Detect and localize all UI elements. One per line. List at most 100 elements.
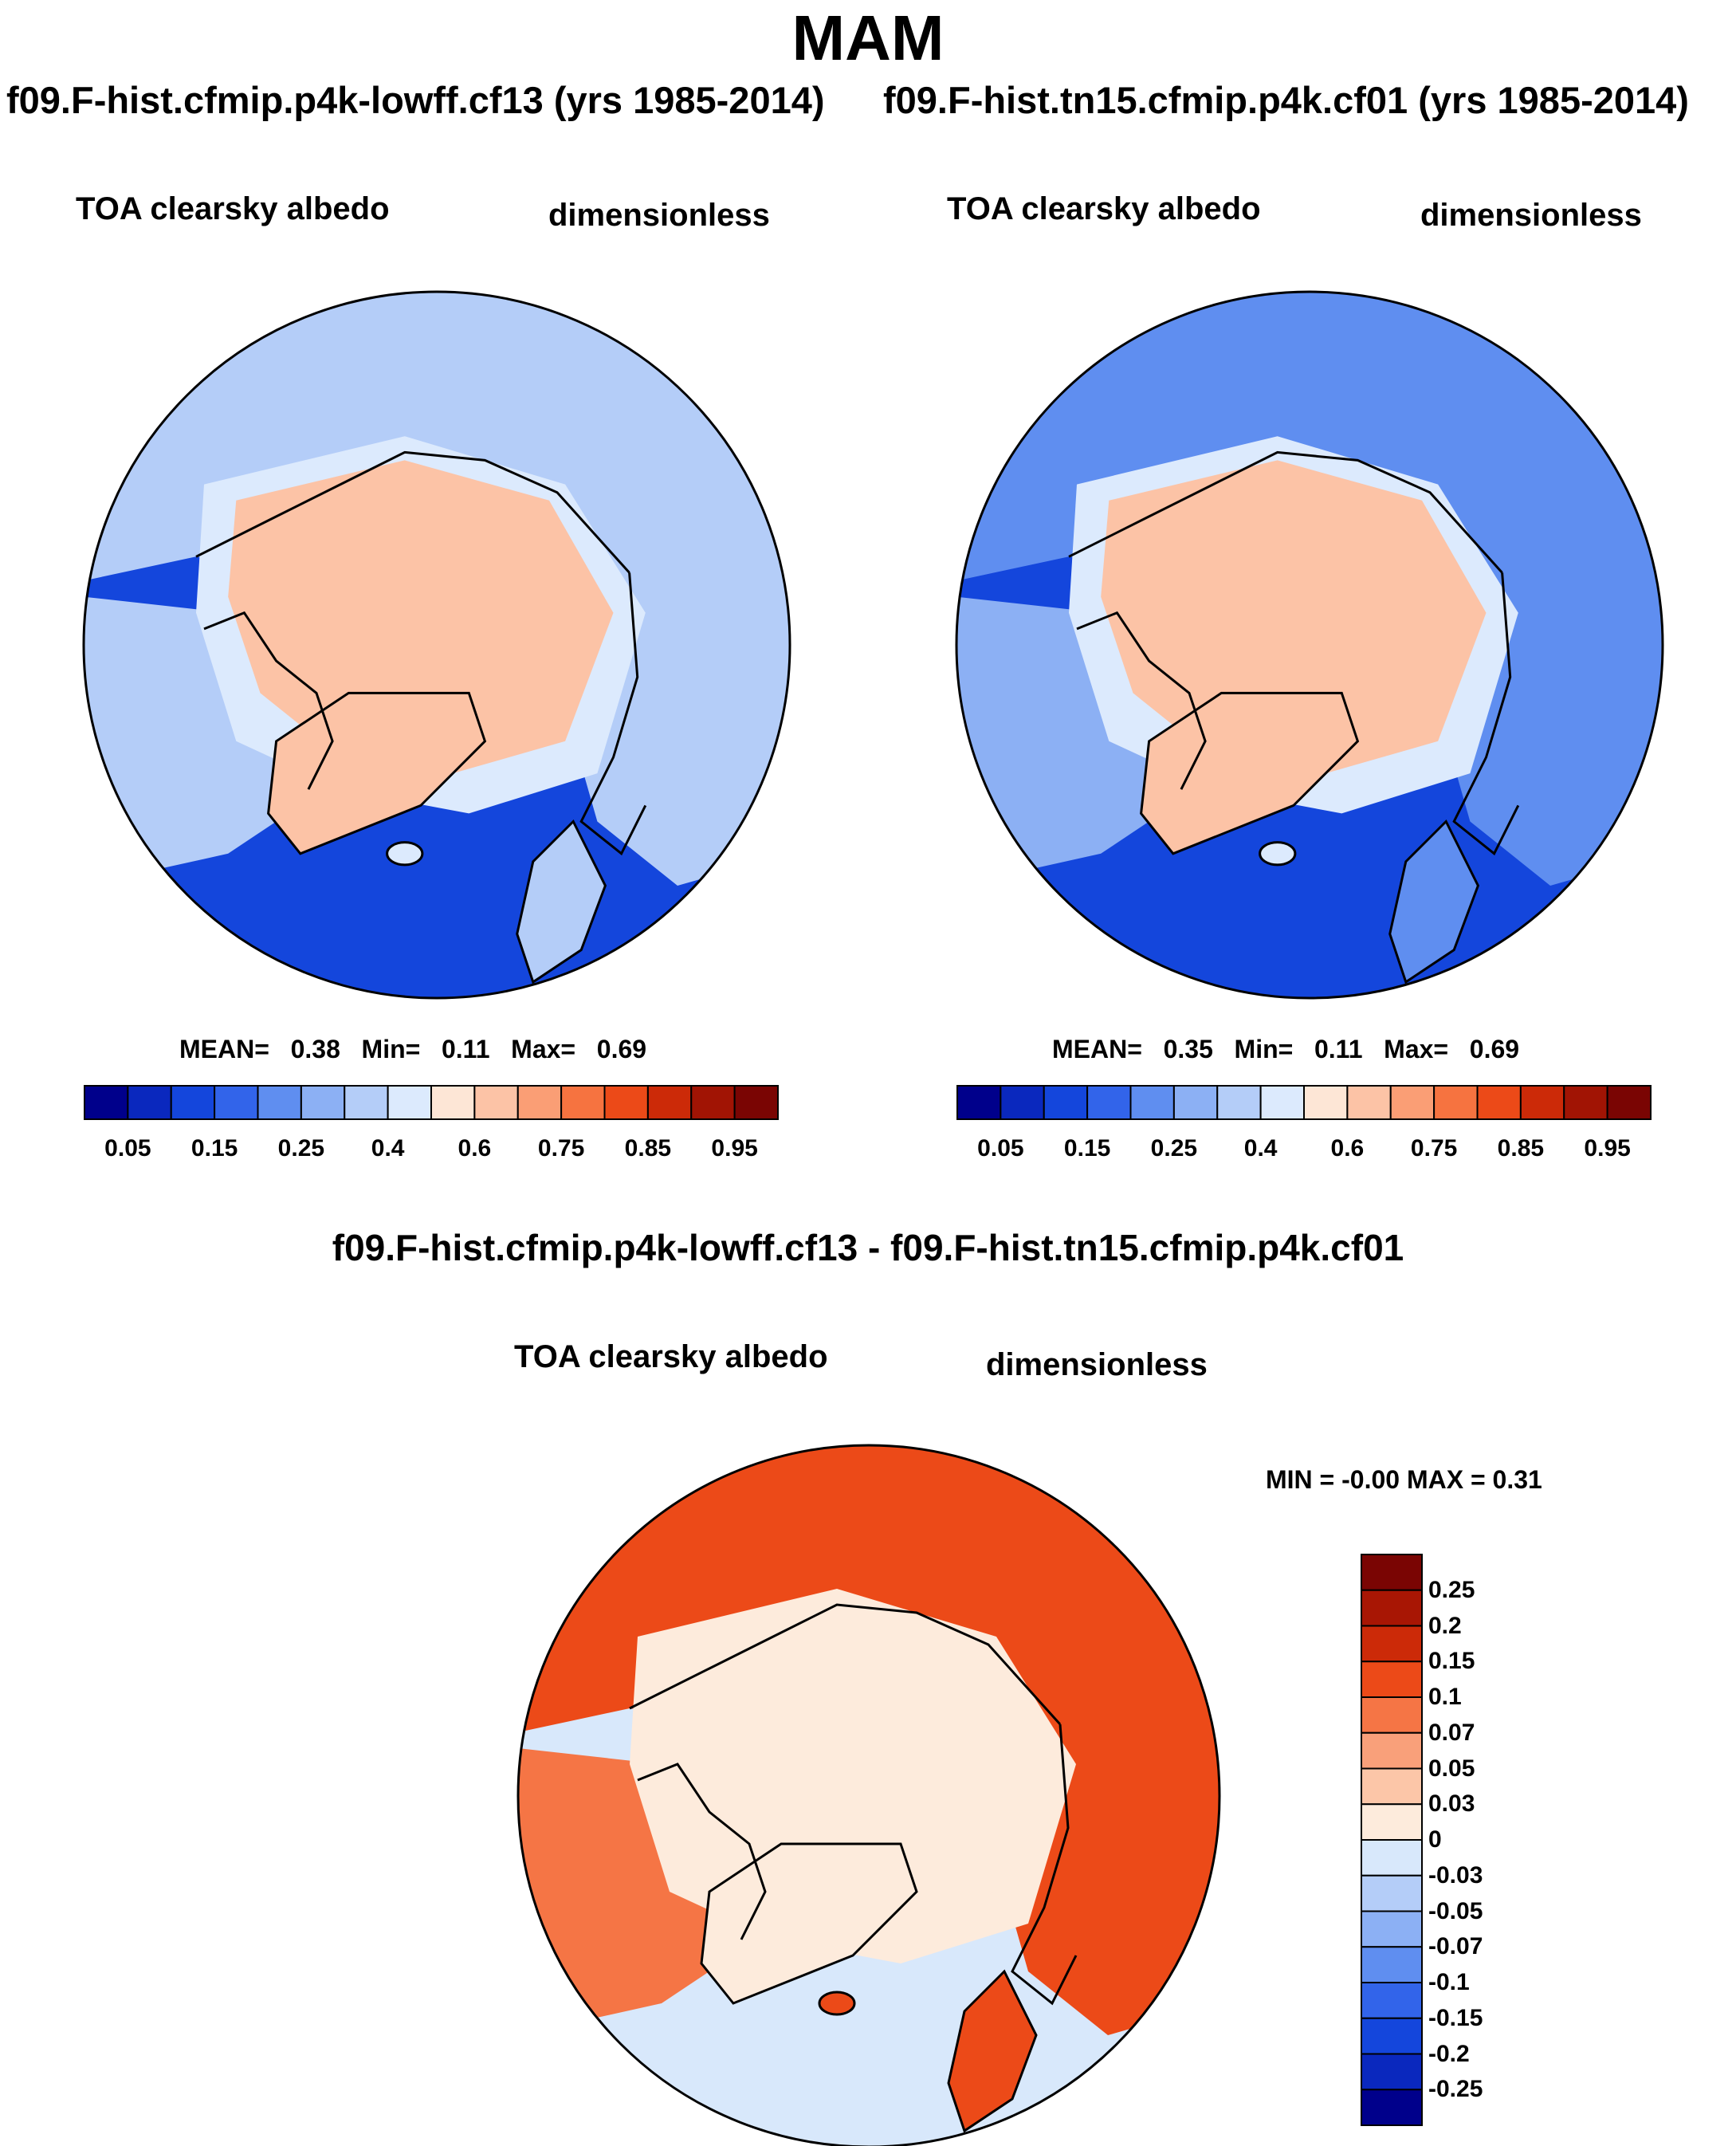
map-border-2 xyxy=(955,290,1664,1000)
colorbar-3-tick-label: 0.15 xyxy=(1428,1648,1475,1675)
colorbar-1 xyxy=(84,1085,779,1120)
coastline-canada xyxy=(637,1763,767,1940)
colorbar-1-swatch xyxy=(344,1085,389,1120)
colorbar-1-tick-label: 0.15 xyxy=(190,1135,238,1161)
colorbar-2-swatch xyxy=(1476,1085,1522,1120)
colorbar-3-tick-label: 0.2 xyxy=(1428,1612,1462,1639)
colorbar-1-tick-label: 0.4 xyxy=(371,1135,405,1161)
coastline-canada xyxy=(203,611,334,790)
difference-title: f09.F-hist.cfmip.p4k-lowff.cf13 - f09.F-… xyxy=(332,1227,1404,1268)
panel2-variable-title: TOA clearsky albedo xyxy=(947,191,1261,226)
colorbar-1-swatch xyxy=(603,1085,649,1120)
colorbar-2-swatch xyxy=(1172,1085,1219,1120)
colorbar-2-tick-label: 0.4 xyxy=(1243,1135,1278,1161)
colorbar-1-tick-label: 0.25 xyxy=(277,1135,325,1161)
colorbar-3-swatch xyxy=(1361,1625,1423,1663)
colorbar-1-swatch xyxy=(127,1085,172,1120)
region-ocean xyxy=(84,292,790,998)
region-eurasia xyxy=(518,1445,1220,2035)
colorbar-3-tick-label: 0.07 xyxy=(1428,1719,1475,1746)
colorbar-1-swatch xyxy=(257,1085,302,1120)
colorbar-2-tick-label: 0.85 xyxy=(1497,1135,1545,1161)
region-iceland xyxy=(818,1991,856,2016)
panel2-min-value: 0.11 xyxy=(1314,1035,1363,1063)
panel1-mean-label: MEAN= xyxy=(179,1035,269,1063)
colorbar-3-tick-label: -0.1 xyxy=(1428,1969,1470,1995)
colorbar-3 xyxy=(1361,1554,1423,2126)
colorbar-2-swatch xyxy=(1303,1085,1349,1120)
colorbar-1-swatch xyxy=(300,1085,346,1120)
colorbar-1-swatch xyxy=(170,1085,216,1120)
colorbar-2-swatch xyxy=(956,1085,1002,1120)
region-greenland xyxy=(1140,691,1360,855)
coastline-russia xyxy=(1452,572,1520,856)
colorbar-3-tick-label: -0.03 xyxy=(1428,1861,1483,1889)
map-1 xyxy=(82,290,791,1000)
colorbar-2-swatch xyxy=(1259,1085,1305,1120)
region-eurasia xyxy=(84,292,790,886)
colorbar-3-swatch xyxy=(1361,1946,1423,1983)
colorbar-3-tick-label: 0.1 xyxy=(1428,1684,1462,1710)
panel1-min-value: 0.11 xyxy=(441,1035,490,1063)
colorbar-1-tick-label: 0.85 xyxy=(624,1135,672,1161)
map-border-3 xyxy=(516,1444,1221,2146)
colorbar-1-swatch xyxy=(646,1085,693,1120)
panel2-min-label: Min= xyxy=(1234,1035,1294,1063)
colorbar-1-tick-label: 0.6 xyxy=(458,1135,492,1161)
colorbar-3-tick-label: -0.2 xyxy=(1428,2040,1470,2067)
panel1-units: dimensionless xyxy=(548,198,770,233)
region-scandinavia xyxy=(947,1969,1038,2133)
colorbar-1-swatch xyxy=(387,1085,432,1120)
coastline-eurasia xyxy=(195,450,630,574)
colorbar-1-swatch xyxy=(516,1085,563,1120)
colorbar-2-tick-label: 0.05 xyxy=(977,1135,1024,1161)
panel1-min-label: Min= xyxy=(361,1035,421,1063)
coastline-canada xyxy=(1076,611,1207,790)
colorbar-1-tick-label: 0.75 xyxy=(537,1135,585,1161)
main-title: MAM xyxy=(791,2,945,73)
colorbar-2-tick-label: 0.15 xyxy=(1063,1135,1111,1161)
region-ice-margin xyxy=(196,436,646,814)
colorbar-2-tick-label: 0.6 xyxy=(1330,1135,1365,1161)
coastline-eurasia xyxy=(629,1603,1062,1726)
colorbar-3-swatch xyxy=(1361,1982,1423,2019)
panel1-max-label: Max= xyxy=(511,1035,576,1063)
map-border-1 xyxy=(82,290,791,1000)
colorbar-3-tick-label: -0.05 xyxy=(1428,1897,1483,1924)
colorbar-2-swatch xyxy=(1216,1085,1262,1120)
colorbar-3-tick-label: 0.25 xyxy=(1428,1576,1475,1603)
map-2 xyxy=(955,290,1664,1000)
colorbar-3-tick-label: -0.25 xyxy=(1428,2076,1483,2103)
colorbar-2-tick-label: 0.25 xyxy=(1150,1135,1198,1161)
colorbar-2-swatch xyxy=(1389,1085,1436,1120)
panel3-variable-title: TOA clearsky albedo xyxy=(514,1339,828,1374)
colorbar-3-swatch xyxy=(1361,1910,1423,1948)
colorbar-3-swatch xyxy=(1361,2017,1423,2055)
panel2-mean-value: 0.35 xyxy=(1163,1035,1213,1063)
region-north-america xyxy=(84,596,324,886)
region-north-america xyxy=(518,1748,757,2035)
colorbar-1-tick-label: 0.95 xyxy=(711,1135,758,1161)
colorbar-2-tick-label: 0.95 xyxy=(1584,1135,1631,1161)
panel3-minmax: MIN = -0.00 MAX = 0.31 xyxy=(1266,1465,1542,1494)
colorbar-2-swatch xyxy=(1563,1085,1608,1120)
region-ice-margin xyxy=(630,1589,1076,1963)
coastline-eurasia xyxy=(1068,450,1503,574)
colorbar-3-swatch xyxy=(1361,1874,1423,1912)
colorbar-3-swatch xyxy=(1361,1731,1423,1770)
panel2-stats: MEAN= 0.35 Min= 0.11 Max= 0.69 xyxy=(1052,1035,1519,1064)
coastline-russia xyxy=(579,572,647,856)
colorbar-1-swatch xyxy=(214,1085,259,1120)
region-ocean xyxy=(518,1445,1220,2146)
region-scandinavia xyxy=(1388,819,1480,985)
region-ocean xyxy=(956,292,1663,998)
panel2-max-label: Max= xyxy=(1384,1035,1449,1063)
colorbar-2-tick-label: 0.75 xyxy=(1410,1135,1458,1161)
region-greenland xyxy=(700,1842,918,2005)
region-scandinavia xyxy=(516,819,607,985)
region-iceland xyxy=(386,841,424,867)
region-arctic xyxy=(1101,460,1487,774)
panel1-stats: MEAN= 0.38 Min= 0.11 Max= 0.69 xyxy=(179,1035,646,1064)
coastline-russia xyxy=(1011,1723,1078,2006)
